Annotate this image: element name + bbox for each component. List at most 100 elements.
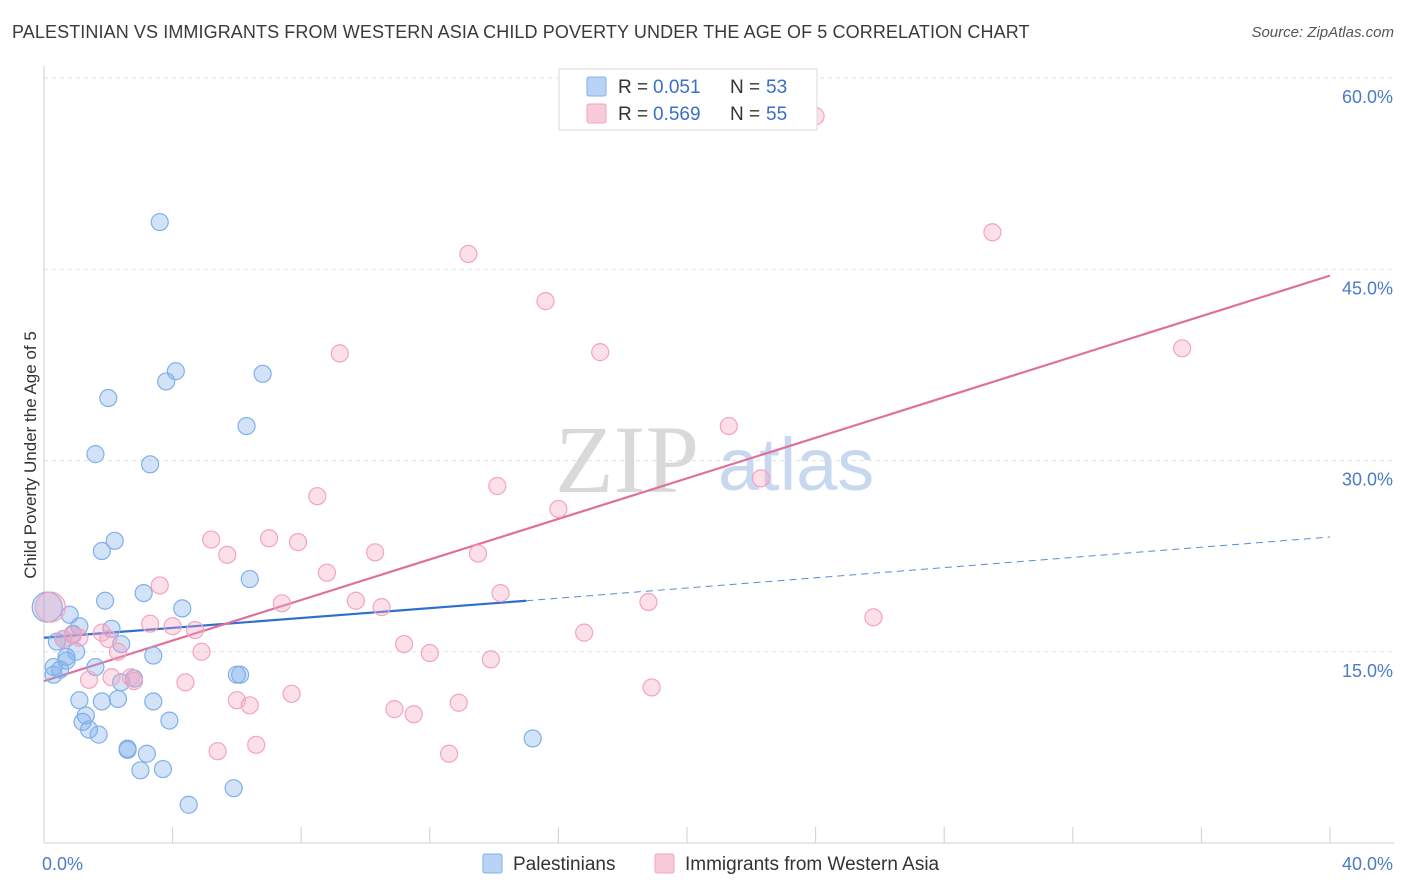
point-series0-7 [57,647,76,666]
point-series1-3 [70,628,89,647]
y-tick-label-2: 45.0% [1342,278,1393,298]
point-series1-1 [54,629,73,649]
watermark-zip: ZIP [555,406,699,513]
point-series1-54 [983,223,1002,242]
legend-n-label-1: N = [730,77,760,98]
point-series0-25 [108,689,128,709]
legend-r-label-1: R = [618,77,648,98]
legend-n-value-2: 55 [766,104,787,125]
point-series1-47 [591,343,610,362]
point-series0-43 [179,795,198,814]
point-series0-47 [237,416,256,436]
chart-title: PALESTINIAN VS IMMIGRANTS FROM WESTERN A… [12,22,1030,42]
point-series1-29 [330,344,349,363]
point-series1-49 [642,678,661,697]
point-series0-46 [231,665,250,684]
point-series0-14 [76,706,95,725]
point-series0-50 [523,729,542,748]
point-series1-17 [202,530,221,549]
point-series1-28 [317,563,337,582]
point-series1-26 [288,532,308,552]
trend-line-extension-0 [526,536,1331,602]
point-series1-37 [439,744,459,763]
trend-line-0 [43,599,527,639]
x-tick-label-0: 0.0% [42,854,83,874]
point-series1-10 [124,671,144,691]
x-tick-label-1: 40.0% [1342,854,1393,874]
point-series1-11 [140,614,160,633]
source-credit: Source: ZipAtlas.com [1251,24,1394,41]
point-series1-25 [282,684,301,703]
point-series0-42 [173,599,192,618]
point-series1-16 [192,642,211,661]
point-series1-48 [639,592,658,612]
point-series1-34 [394,634,414,654]
point-series1-51 [751,469,771,488]
point-series1-55 [1173,339,1192,358]
legend-r-label-2: R = [618,104,648,125]
point-series1-18 [208,742,227,761]
point-series1-50 [719,416,738,436]
point-series1-24 [272,594,292,613]
point-series0-31 [131,761,150,780]
legend-swatch-palestinians [586,76,607,97]
point-series1-33 [385,700,404,719]
point-series0-48 [240,569,259,589]
point-series0-12 [70,691,89,710]
point-series1-21 [240,696,259,715]
bottom-legend-immigrants: Immigrants from Western Asia [685,854,940,875]
point-series0-29 [118,740,137,760]
bottom-swatch-immigrants [654,853,675,874]
point-series1-15 [186,620,205,640]
point-series1-19 [218,545,237,564]
gridlines [44,77,1394,653]
point-series0-41 [166,362,185,381]
point-series1-38 [449,693,468,712]
point-series0-32 [134,583,153,603]
point-series0-23 [102,619,121,638]
point-series1-4 [79,670,99,689]
point-series1-32 [372,598,391,617]
point-series1-40 [468,544,488,563]
point-series1-39 [459,244,478,264]
point-series1-14 [176,673,195,692]
axes [43,66,1394,844]
point-series0-34 [140,455,160,474]
point-series0-22 [99,388,118,408]
point-series0-44 [224,779,243,798]
point-series1-35 [404,705,423,724]
trend-line-1 [43,274,1331,683]
point-series1-31 [366,543,385,562]
point-series0-17 [86,445,105,464]
point-series0-24 [105,531,124,550]
y-tick-label-0: 15.0% [1342,661,1393,681]
series-legend: Palestinians Immigrants from Western Asi… [482,853,940,875]
point-series0-19 [92,692,111,711]
point-series1-23 [259,529,279,548]
point-series0-49 [253,364,272,383]
trend-lines [43,274,1331,683]
point-series0-15 [79,720,99,739]
bottom-legend-palestinians: Palestinians [513,854,615,875]
y-axis-label: Child Poverty Under the Age of 5 [21,331,40,579]
legend-n-label-2: N = [730,104,760,125]
point-series1-43 [491,583,510,603]
point-series1-6 [99,629,118,649]
point-series0-40 [160,711,179,730]
point-series0-21 [95,591,115,610]
point-series1-42 [488,476,507,496]
point-series0-36 [144,692,163,711]
point-series1-44 [536,292,555,311]
point-series1-13 [163,617,182,636]
point-series0-37 [150,212,169,232]
point-series1-8 [108,642,128,661]
point-series1-12 [150,576,169,595]
point-series0-33 [137,744,156,763]
stats-legend: R = 0.051 N = 53 R = 0.569 N = 55 [558,68,818,131]
point-series1-53 [864,608,883,627]
point-series1-36 [420,643,439,663]
point-series1-45 [549,499,568,519]
y-tick-label-3: 60.0% [1342,87,1393,107]
y-tick-labels: 15.0% 30.0% 45.0% 60.0% [1342,87,1393,681]
point-series0-20 [92,541,111,561]
